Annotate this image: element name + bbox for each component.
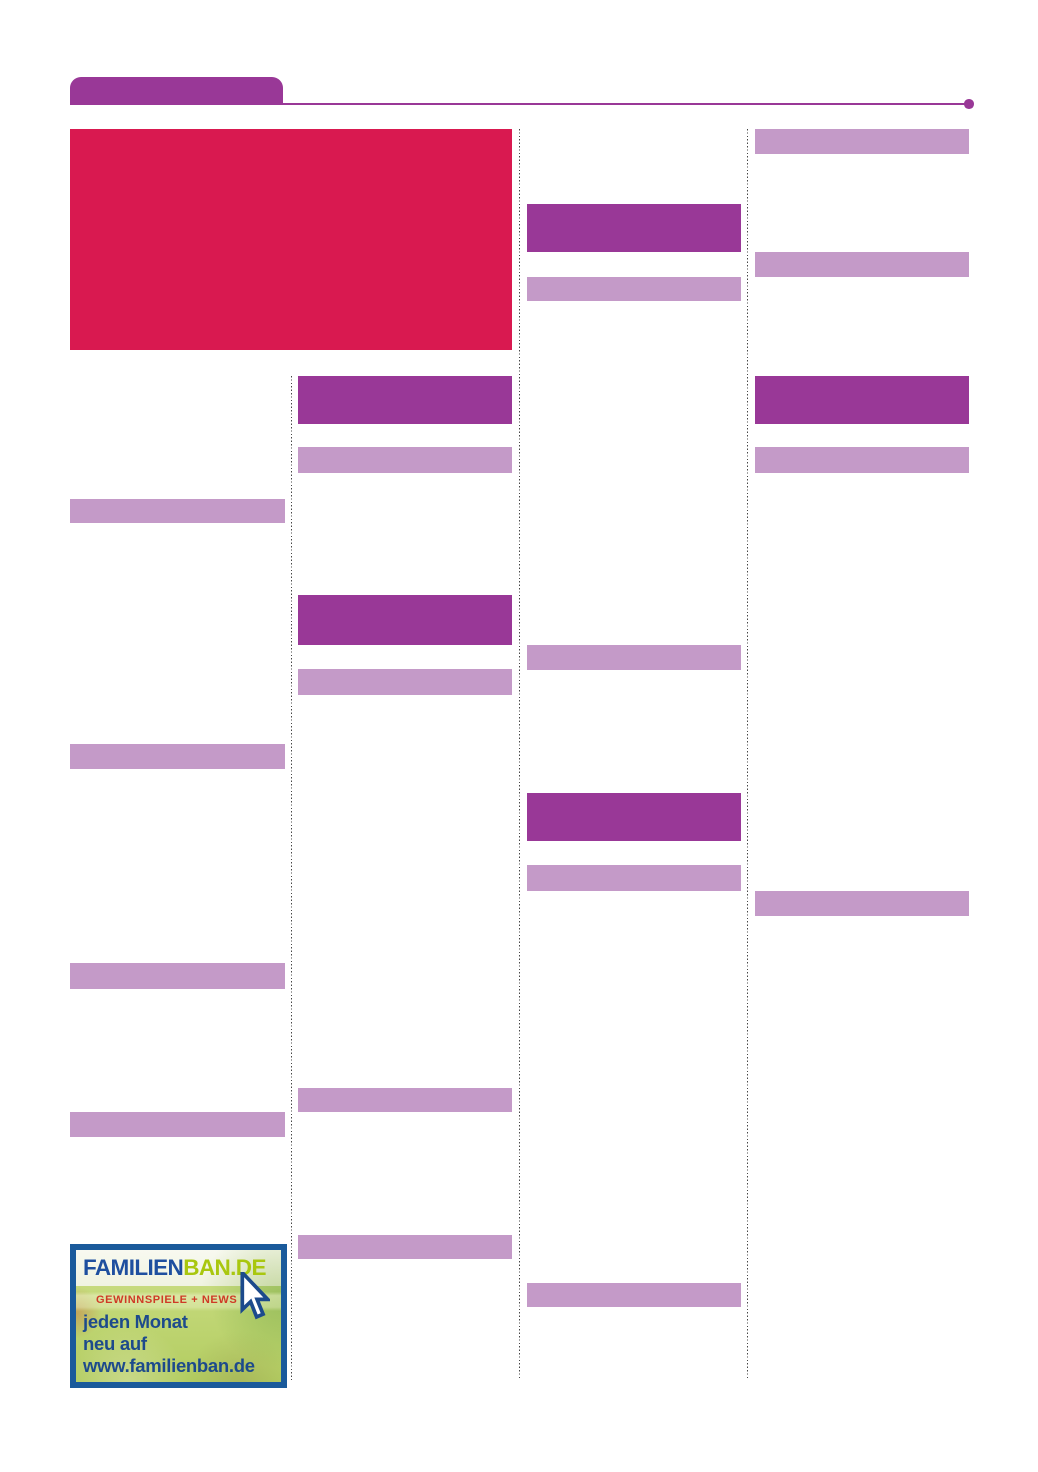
text-placeholder-bar [70, 499, 285, 523]
headline-placeholder-bar [527, 793, 741, 841]
text-placeholder-bar [755, 891, 969, 916]
text-placeholder-bar [70, 1112, 285, 1137]
text-placeholder-bar [298, 1235, 512, 1259]
text-placeholder-bar [298, 669, 512, 695]
text-placeholder-bar [70, 744, 285, 769]
header-rule [80, 103, 965, 105]
column-divider-rule-2 [519, 129, 521, 1380]
ad-tagline: GEWINNSPIELE + NEWS [96, 1294, 238, 1306]
text-placeholder-bar [70, 963, 285, 989]
headline-placeholder-bar [527, 204, 741, 252]
ad-text-line1: jeden Monat [83, 1311, 188, 1332]
header-tab [70, 77, 283, 105]
ad-photo-background: GEWINNSPIELE + NEWS jeden Monat neu auf … [76, 1272, 281, 1382]
text-placeholder-bar [298, 447, 512, 473]
mouse-cursor-icon [240, 1272, 270, 1320]
ad-text-lines: jeden Monat neu auf www.familienban.de [83, 1311, 255, 1377]
headline-placeholder-bar [755, 376, 969, 424]
familienban-ad-banner[interactable]: FAMILIENBAN.DE GEWINNSPIELE + NEWS jeden… [70, 1244, 287, 1388]
column-divider-rule-1 [291, 376, 293, 1380]
text-placeholder-bar [755, 447, 969, 473]
ad-brand-name-blue: FAMILIEN [83, 1255, 184, 1280]
headline-placeholder-bar [298, 376, 512, 424]
text-placeholder-bar [298, 1088, 512, 1112]
text-placeholder-bar [527, 865, 741, 891]
ad-url: www.familienban.de [83, 1355, 255, 1376]
text-placeholder-bar [527, 277, 741, 301]
ad-brand-name-green: BAN.DE [183, 1255, 266, 1280]
text-placeholder-bar [755, 129, 969, 154]
ad-text-line2: neu auf [83, 1333, 147, 1354]
text-placeholder-bar [755, 252, 969, 277]
column-divider-rule-3 [747, 129, 749, 1380]
header-rule-end-dot [964, 99, 974, 109]
text-placeholder-bar [527, 645, 741, 670]
headline-placeholder-bar [298, 595, 512, 645]
text-placeholder-bar [527, 1283, 741, 1307]
feature-image-block [70, 129, 512, 350]
